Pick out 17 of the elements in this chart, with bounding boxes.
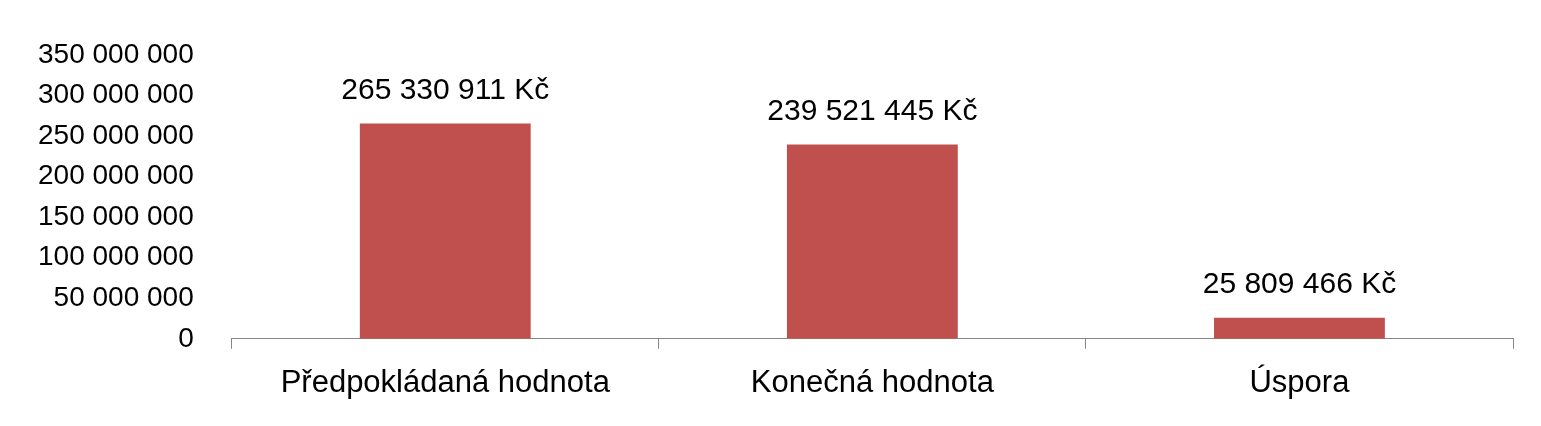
x-tick-label: Konečná hodnota	[750, 363, 995, 399]
data-label: 25 809 466 Kč	[1202, 266, 1397, 300]
x-tick-label: Předpokládaná hodnota	[280, 363, 611, 399]
bar	[359, 123, 531, 339]
data-label: 265 330 911 Kč	[341, 71, 550, 105]
y-tick-label: 350 000 000	[37, 37, 194, 69]
bar	[786, 144, 958, 339]
y-tick-label: 150 000 000	[37, 199, 194, 231]
y-tick-label: 50 000 000	[53, 280, 194, 312]
y-tick-label: 250 000 000	[37, 118, 194, 150]
data-label: 239 521 445 Kč	[767, 92, 978, 126]
y-tick-label: 300 000 000	[37, 78, 194, 110]
y-tick-label: 0	[178, 321, 194, 353]
y-tick-label: 200 000 000	[37, 159, 194, 191]
y-tick-label: 100 000 000	[37, 240, 194, 272]
x-tick-label: Úspora	[1249, 363, 1351, 399]
bar	[1214, 317, 1385, 339]
